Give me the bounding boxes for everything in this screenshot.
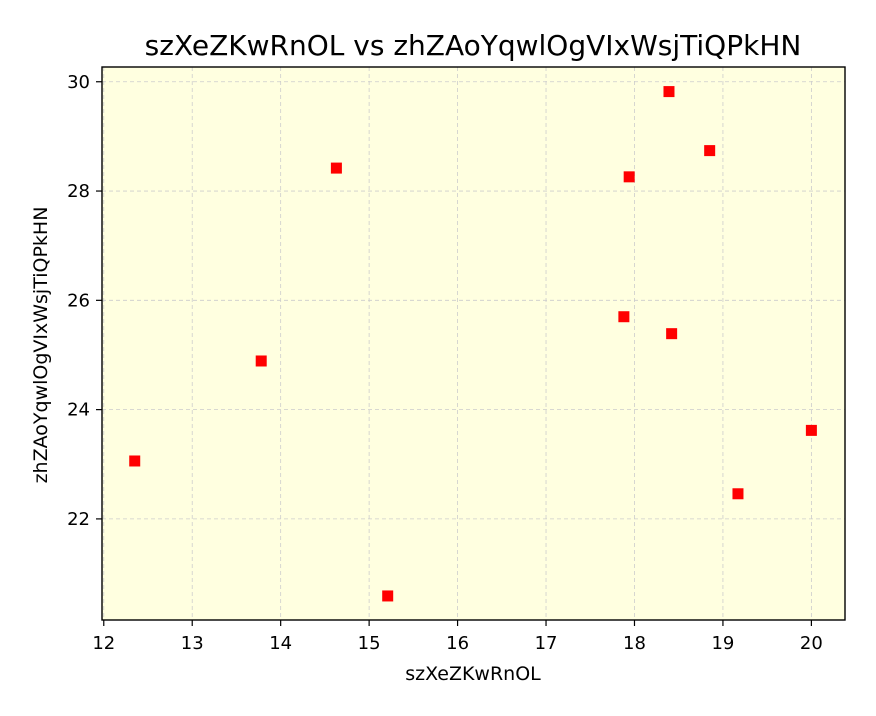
data-point xyxy=(663,86,675,98)
y-tick-label: 26 xyxy=(67,290,90,311)
y-tick-label: 28 xyxy=(67,181,90,202)
data-point xyxy=(666,328,678,340)
y-tick-label: 22 xyxy=(67,509,90,530)
x-tick-label: 15 xyxy=(358,633,381,654)
data-point xyxy=(330,162,342,174)
plot-frame xyxy=(101,66,846,621)
data-point xyxy=(255,355,267,367)
y-tick-label: 30 xyxy=(67,72,90,93)
x-tick-label: 20 xyxy=(800,633,823,654)
data-point xyxy=(618,311,630,323)
data-point xyxy=(129,455,141,467)
x-tick-label: 13 xyxy=(181,633,204,654)
x-tick-label: 18 xyxy=(623,633,646,654)
axis-ticks: 12 13 14 15 16 17 18 19 20 22 24 26 28 30 xyxy=(67,72,823,654)
data-point xyxy=(623,171,635,183)
x-tick-label: 19 xyxy=(711,633,734,654)
data-point xyxy=(382,590,394,602)
x-tick-label: 17 xyxy=(535,633,558,654)
data-point xyxy=(732,488,744,500)
x-tick-label: 16 xyxy=(446,633,469,654)
x-tick-label: 12 xyxy=(92,633,115,654)
chart-title: szXeZKwRnOL vs zhZAoYqwlOgVIxWsjTiQPkHN xyxy=(145,29,802,62)
y-tick-label: 24 xyxy=(67,400,90,421)
x-axis-label: szXeZKwRnOL xyxy=(405,663,541,685)
data-points xyxy=(129,86,817,602)
plot-area xyxy=(102,67,845,620)
data-point xyxy=(704,145,716,157)
grid-lines xyxy=(102,67,845,620)
data-point xyxy=(805,424,817,436)
x-tick-label: 14 xyxy=(269,633,292,654)
y-axis-label: zhZAoYqwlOgVIxWsjTiQPkHN xyxy=(30,207,52,484)
